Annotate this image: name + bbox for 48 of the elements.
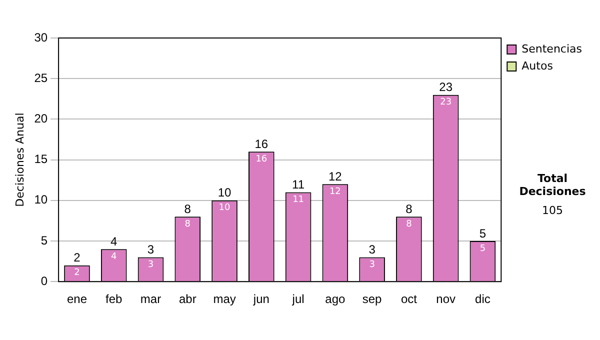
- total-label: 2: [74, 250, 81, 265]
- total-label: 8: [406, 202, 413, 216]
- y-tick-label: 0: [40, 274, 48, 288]
- data-label: 8: [406, 219, 412, 230]
- x-tick-label: oct: [400, 292, 418, 306]
- total-label: 12: [328, 169, 342, 184]
- y-tick-label: 20: [34, 112, 48, 126]
- x-tick-label: ago: [325, 292, 346, 306]
- data-label: 23: [440, 98, 452, 108]
- y-tick-label: 5: [40, 233, 48, 248]
- y-tick-label: 30: [34, 30, 48, 44]
- y-axis-title: Decisiones Anual: [13, 112, 26, 207]
- text: Total Decisiones: [518, 172, 587, 198]
- x-tick-label: may: [213, 292, 236, 306]
- legend-label: Autos: [522, 59, 554, 72]
- x-tick-label: dic: [475, 292, 490, 306]
- data-label: 12: [329, 187, 341, 198]
- data-label: 10: [218, 203, 231, 214]
- total-label: 5: [479, 226, 486, 240]
- data-label: 8: [184, 219, 191, 230]
- total-label: 16: [254, 136, 268, 151]
- y-tick-label: 15: [34, 152, 48, 166]
- y-tick-label: 10: [34, 192, 48, 207]
- y-tick-label: 25: [34, 70, 48, 85]
- data-label: 16: [256, 154, 268, 165]
- x-tick-label: ene: [66, 292, 88, 306]
- total-label: 23: [439, 80, 453, 94]
- text: 105: [541, 204, 564, 217]
- total-label: 8: [184, 202, 192, 216]
- data-label: 5: [480, 244, 486, 254]
- total-label: 3: [147, 242, 154, 257]
- data-label: 2: [74, 268, 80, 278]
- x-tick-label: sep: [362, 292, 382, 306]
- total-label: 10: [218, 186, 232, 200]
- total-label: 11: [292, 178, 305, 192]
- total-label: 3: [368, 242, 376, 257]
- x-tick-label: feb: [106, 292, 123, 306]
- x-tick-label: jul: [291, 292, 304, 306]
- data-label: 3: [369, 260, 375, 270]
- legend-label: Sentencias: [522, 42, 582, 56]
- data-label: 4: [111, 252, 118, 262]
- x-tick-label: jun: [252, 292, 270, 306]
- total-label: 4: [110, 234, 118, 248]
- data-label: 11: [292, 195, 304, 206]
- data-label: 3: [148, 260, 154, 270]
- x-tick-label: mar: [140, 292, 162, 306]
- x-tick-label: abr: [178, 292, 196, 306]
- x-tick-label: nov: [436, 292, 456, 306]
